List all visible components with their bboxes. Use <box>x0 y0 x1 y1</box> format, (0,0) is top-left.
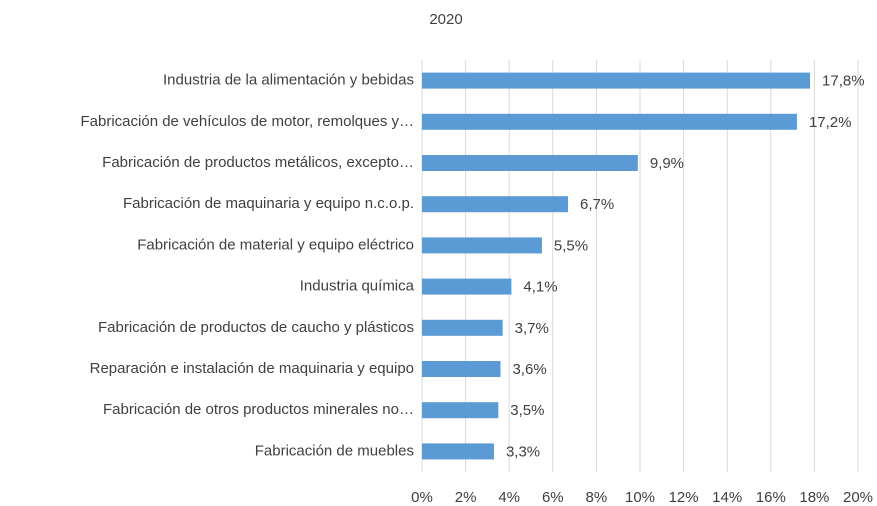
x-tick-label: 14% <box>712 489 742 506</box>
y-tick-label: Reparación e instalación de maquinaria y… <box>90 360 414 377</box>
x-tick-label: 12% <box>669 489 699 506</box>
bar <box>422 319 503 336</box>
bar <box>422 155 638 171</box>
value-label: 3,7% <box>515 320 549 337</box>
value-label: 5,5% <box>554 237 588 254</box>
y-tick-label: Fabricación de productos de caucho y plá… <box>98 319 414 336</box>
value-label: 3,3% <box>506 443 540 460</box>
value-label: 3,6% <box>512 361 546 378</box>
value-label: 17,2% <box>809 114 852 131</box>
bar <box>422 237 542 254</box>
x-tick-label: 16% <box>756 489 786 506</box>
y-tick-label: Fabricación de muebles <box>255 442 414 459</box>
x-tick-label: 10% <box>625 489 655 506</box>
y-tick-label: Fabricación de vehículos de motor, remol… <box>81 113 415 130</box>
value-label: 4,1% <box>523 279 557 296</box>
bar <box>422 196 569 213</box>
x-tick-label: 8% <box>586 489 608 506</box>
bar <box>422 361 501 377</box>
y-tick-label: Fabricación de productos metálicos, exce… <box>102 154 414 171</box>
x-tick-label: 20% <box>843 489 873 506</box>
value-label: 3,5% <box>510 402 544 419</box>
y-tick-label: Industria de la alimentación y bebidas <box>163 72 414 89</box>
y-tick-label: Fabricación de otros productos minerales… <box>103 401 414 418</box>
y-tick-label: Industria química <box>300 278 415 295</box>
bar <box>422 113 797 130</box>
bar <box>422 402 499 419</box>
value-label: 6,7% <box>580 196 614 213</box>
x-tick-label: 4% <box>498 489 520 506</box>
y-tick-label: Fabricación de material y equipo eléctri… <box>137 236 414 253</box>
x-tick-label: 6% <box>542 489 564 506</box>
bar <box>422 443 494 460</box>
chart-title: 2020 <box>429 11 462 28</box>
value-label: 9,9% <box>650 155 684 172</box>
y-tick-label: Fabricación de maquinaria y equipo n.c.o… <box>123 195 414 212</box>
x-tick-label: 2% <box>455 489 477 506</box>
bar <box>422 72 811 89</box>
x-tick-label: 18% <box>799 489 829 506</box>
x-tick-label: 0% <box>411 489 433 506</box>
value-label: 17,8% <box>822 73 865 90</box>
bar <box>422 278 512 295</box>
